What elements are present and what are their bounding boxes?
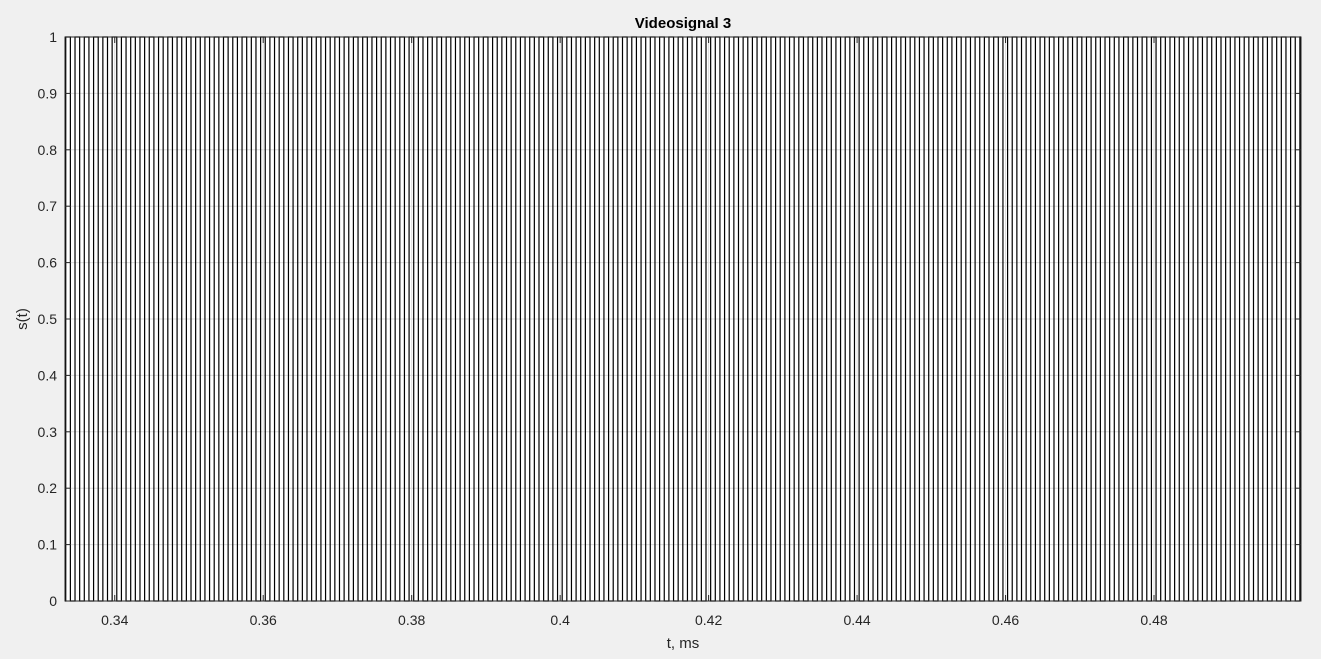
y-tick-label: 0.4 [38, 367, 58, 383]
x-tick-label: 0.4 [550, 612, 570, 628]
x-axis-label: t, ms [667, 635, 700, 652]
y-tick-label: 0.6 [38, 255, 58, 271]
y-tick-label: 0.9 [38, 85, 58, 101]
chart-title: Videosignal 3 [635, 15, 731, 32]
y-tick-label: 0.3 [38, 424, 58, 440]
y-tick-label: 0 [49, 593, 57, 609]
x-tick-label: 0.36 [250, 612, 277, 628]
y-tick-label: 0.7 [38, 198, 58, 214]
y-tick-label: 0.2 [38, 480, 58, 496]
x-tick-label: 0.44 [843, 612, 870, 628]
ticks: 0 0.1 0.2 0.3 0.4 0.5 0.6 0.7 0.8 0.9 1 0.34 0.36 0.3… [38, 29, 1301, 628]
y-tick-label: 1 [49, 29, 57, 45]
y-tick-label: 0.8 [38, 142, 58, 158]
y-axis-label: s(t) [14, 308, 31, 330]
y-tick-label: 0.1 [38, 537, 58, 553]
x-tick-label: 0.38 [398, 612, 425, 628]
x-tick-label: 0.48 [1140, 612, 1167, 628]
y-tick-label: 0.5 [38, 311, 58, 327]
signal-group [65, 36, 1301, 602]
x-tick-label: 0.42 [695, 612, 722, 628]
x-tick-label: 0.34 [101, 612, 128, 628]
x-tick-label: 0.46 [992, 612, 1019, 628]
signal-series-line [65, 36, 1301, 602]
